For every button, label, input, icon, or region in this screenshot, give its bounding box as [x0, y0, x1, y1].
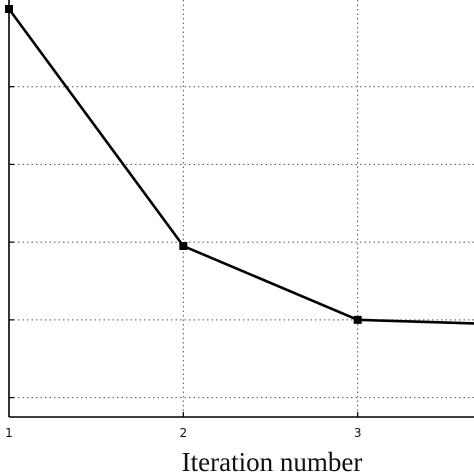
data-point-marker [5, 5, 13, 13]
x-tick-label: 2 [180, 426, 188, 440]
x-tick-label: 3 [354, 426, 362, 440]
data-point-marker [179, 242, 188, 251]
x-axis-label: Iteration number [182, 447, 363, 474]
data-point-marker [353, 315, 362, 324]
axes [8, 0, 474, 418]
series-group [5, 5, 474, 325]
x-tick-label: 1 [5, 426, 13, 440]
series-line [7, 8, 474, 325]
gridlines [9, 0, 474, 417]
ticks: 1 2 3 [5, 86, 362, 440]
